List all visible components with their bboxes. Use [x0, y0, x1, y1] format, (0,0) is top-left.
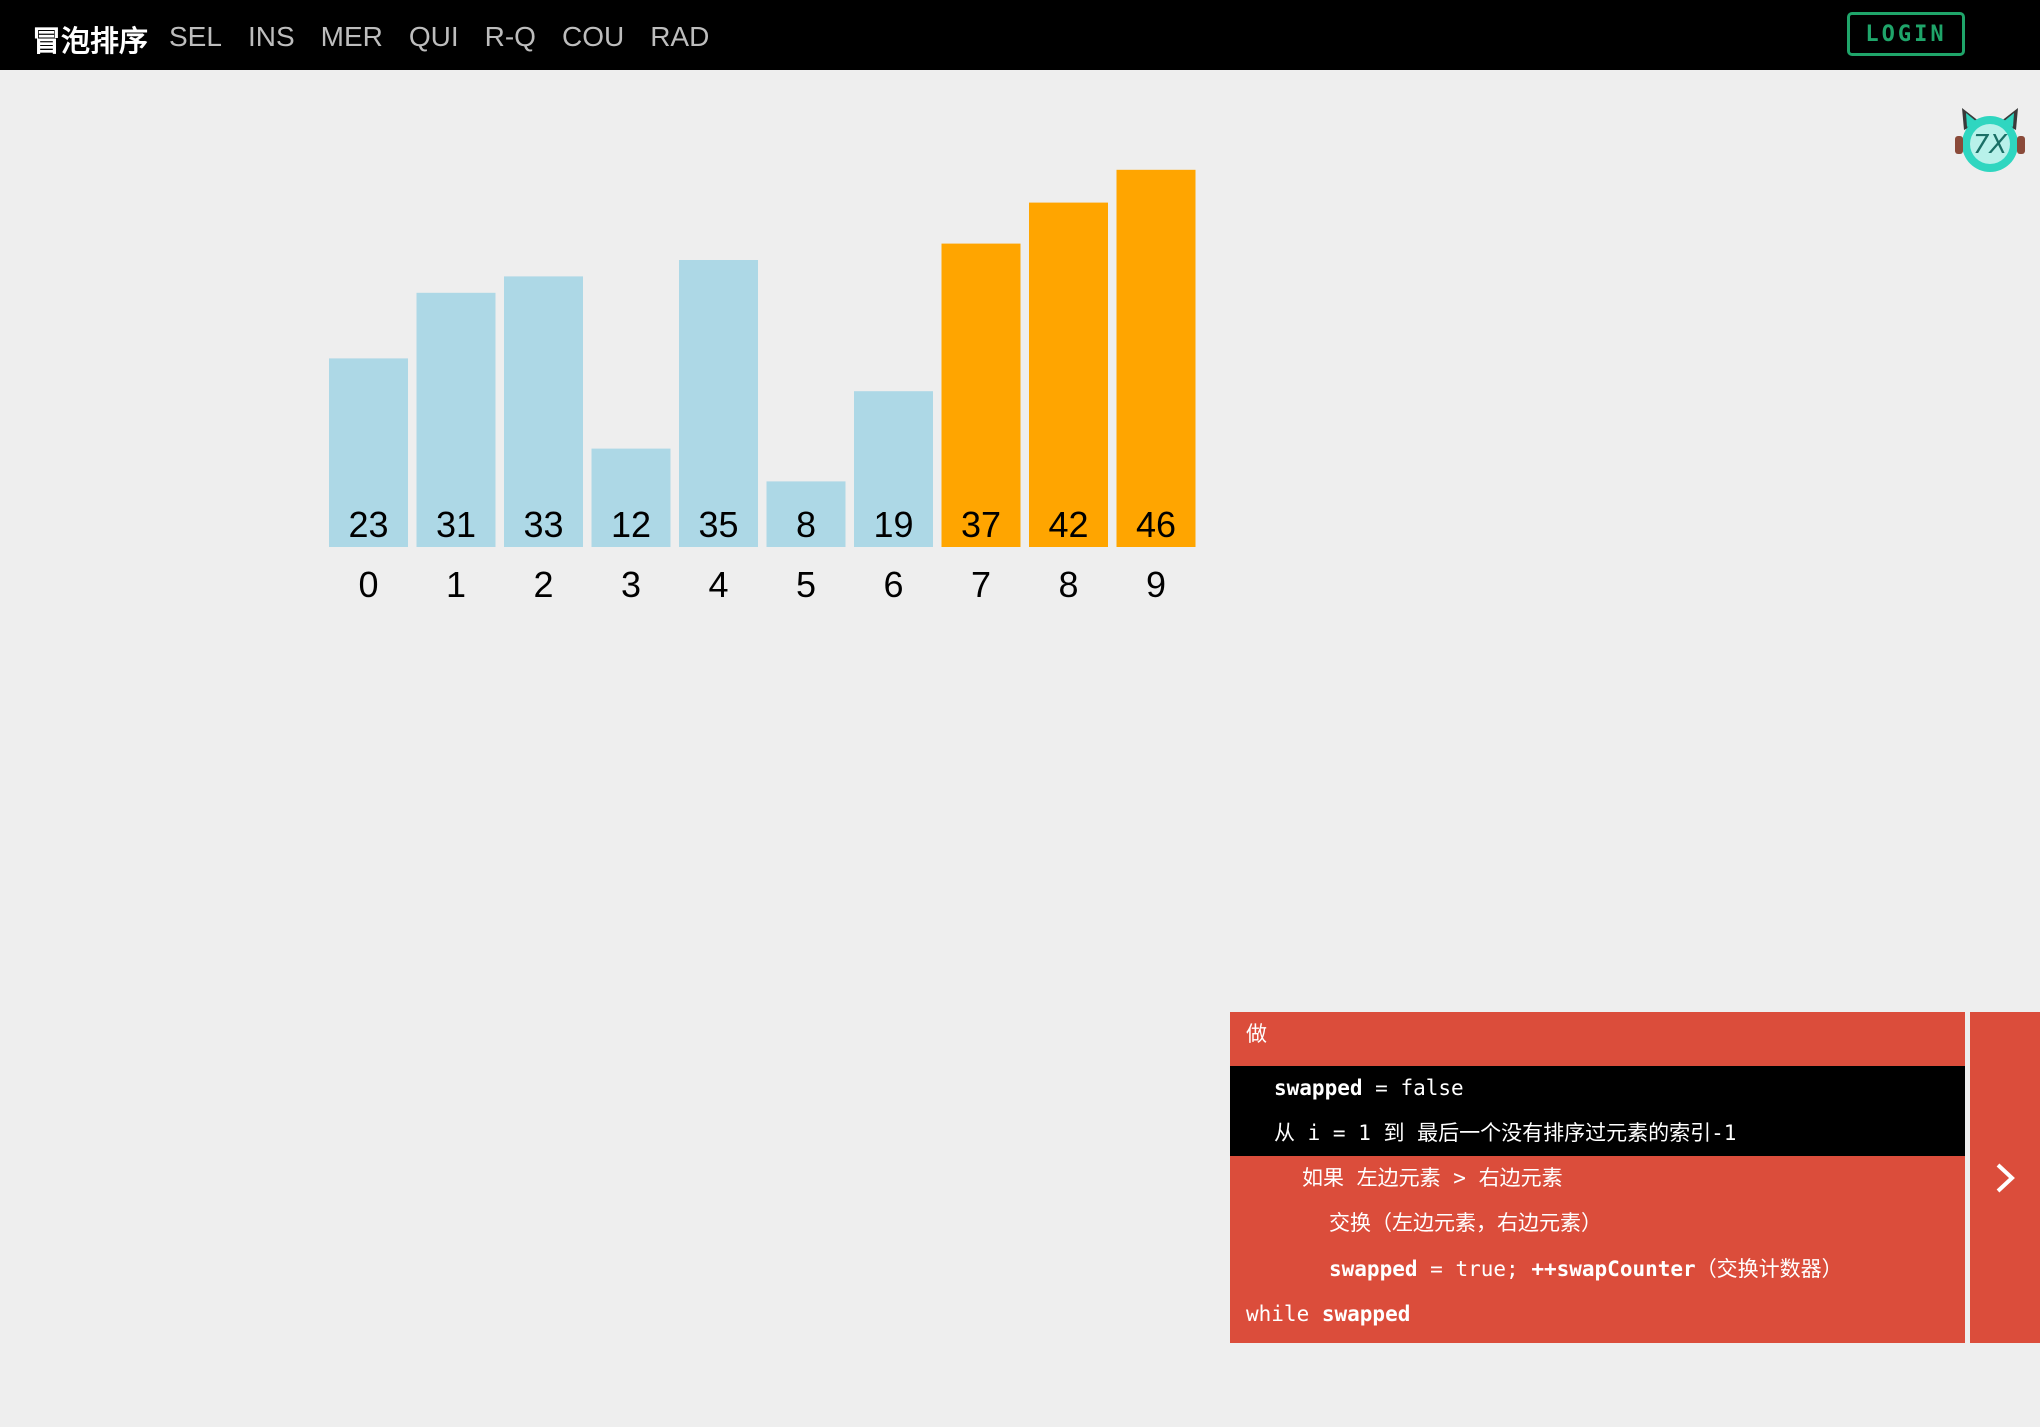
code-line-highlighted: swapped = false [1230, 1066, 1965, 1111]
bar [504, 276, 583, 547]
code-panel-toggle[interactable] [1970, 1012, 2040, 1343]
bar [1029, 202, 1108, 547]
nav-item-rad[interactable]: RAD [650, 21, 710, 52]
bar-index-label: 7 [971, 564, 991, 605]
code-line: 交换（左边元素，右边元素） [1230, 1201, 1965, 1246]
code-text: 交换（左边元素，右边元素） [1329, 1211, 1602, 1235]
code-line: 做 [1230, 1012, 1965, 1057]
bar-value-label: 8 [796, 504, 816, 545]
nav-item-ins[interactable]: INS [247, 21, 295, 52]
bar [941, 243, 1021, 547]
bar [854, 391, 933, 547]
bar-index-label: 8 [1058, 564, 1078, 605]
bar-index-label: 4 [708, 564, 728, 605]
code-line: swapped = true; ++swapCounter（交换计数器） [1230, 1247, 1965, 1292]
code-line: 如果 左边元素 > 右边元素 [1230, 1156, 1965, 1201]
bar [766, 481, 846, 547]
bar-value-label: 42 [1048, 504, 1088, 545]
bar [679, 260, 758, 547]
bar-index-label: 5 [796, 564, 816, 605]
bar-value-label: 37 [961, 504, 1001, 545]
nav-item-sel[interactable]: SEL [169, 21, 222, 52]
mascot-avatar-icon[interactable]: 7X [1950, 100, 2030, 180]
nav-item-mer[interactable]: MER [320, 21, 383, 52]
bar-value-label: 12 [611, 504, 651, 545]
bar-index-label: 1 [446, 564, 466, 605]
code-text: = true; [1417, 1257, 1532, 1281]
bar-index-label: 9 [1146, 564, 1166, 605]
login-button[interactable]: LOGIN [1847, 12, 1965, 56]
code-variable: swapped [1274, 1076, 1363, 1100]
bar-value-label: 33 [523, 504, 563, 545]
nav-item-qui[interactable]: QUI [408, 21, 459, 52]
svg-text:7X: 7X [1973, 130, 2009, 160]
bar-index-label: 6 [883, 564, 903, 605]
code-variable: ++swapCounter [1531, 1257, 1696, 1281]
bar-value-label: 46 [1136, 504, 1176, 545]
bar [591, 448, 671, 547]
code-line-highlighted: 从 i = 1 到 最后一个没有排序过元素的索引-1 [1230, 1111, 1965, 1156]
bar [416, 292, 496, 547]
brand-title[interactable]: 冒泡排序 [32, 24, 149, 58]
code-variable: swapped [1329, 1257, 1418, 1281]
code-text: = false [1362, 1076, 1464, 1100]
code-text: 如果 左边元素 > 右边元素 [1302, 1166, 1563, 1190]
bar-value-label: 31 [436, 504, 476, 545]
bar [329, 358, 408, 547]
code-text: while [1246, 1302, 1322, 1326]
bubble-sort-bar-chart: 23 0 31 1 33 2 12 3 35 4 8 5 19 6 37 7 42 8 46 9 [329, 169, 1196, 605]
nav-item-cou[interactable]: COU [561, 21, 625, 52]
nav-item-r-q[interactable]: R-Q [484, 21, 536, 52]
algorithm-nav: SEL INS MER QUI R-Q COU RAD [169, 20, 735, 54]
bar-value-label: 19 [873, 504, 913, 545]
bar-value-label: 35 [698, 504, 738, 545]
bar [1116, 169, 1196, 548]
bar-index-label: 3 [621, 564, 641, 605]
code-line: while swapped [1230, 1292, 1965, 1337]
bar-value-label: 23 [348, 504, 388, 545]
pseudocode-panel: 做 swapped = false 从 i = 1 到 最后一个没有排序过元素的… [1230, 1012, 1965, 1343]
chevron-right-icon [1996, 1163, 2015, 1192]
top-nav-bar: 冒泡排序 SEL INS MER QUI R-Q COU RAD LOGIN [0, 0, 2040, 70]
bar-index-label: 0 [358, 564, 378, 605]
code-text: 做 [1246, 1022, 1267, 1046]
code-variable: swapped [1321, 1302, 1411, 1326]
bar-index-label: 2 [533, 564, 553, 605]
code-text: 从 i = 1 到 最后一个没有排序过元素的索引-1 [1274, 1121, 1737, 1145]
code-text: （交换计数器） [1695, 1257, 1843, 1281]
